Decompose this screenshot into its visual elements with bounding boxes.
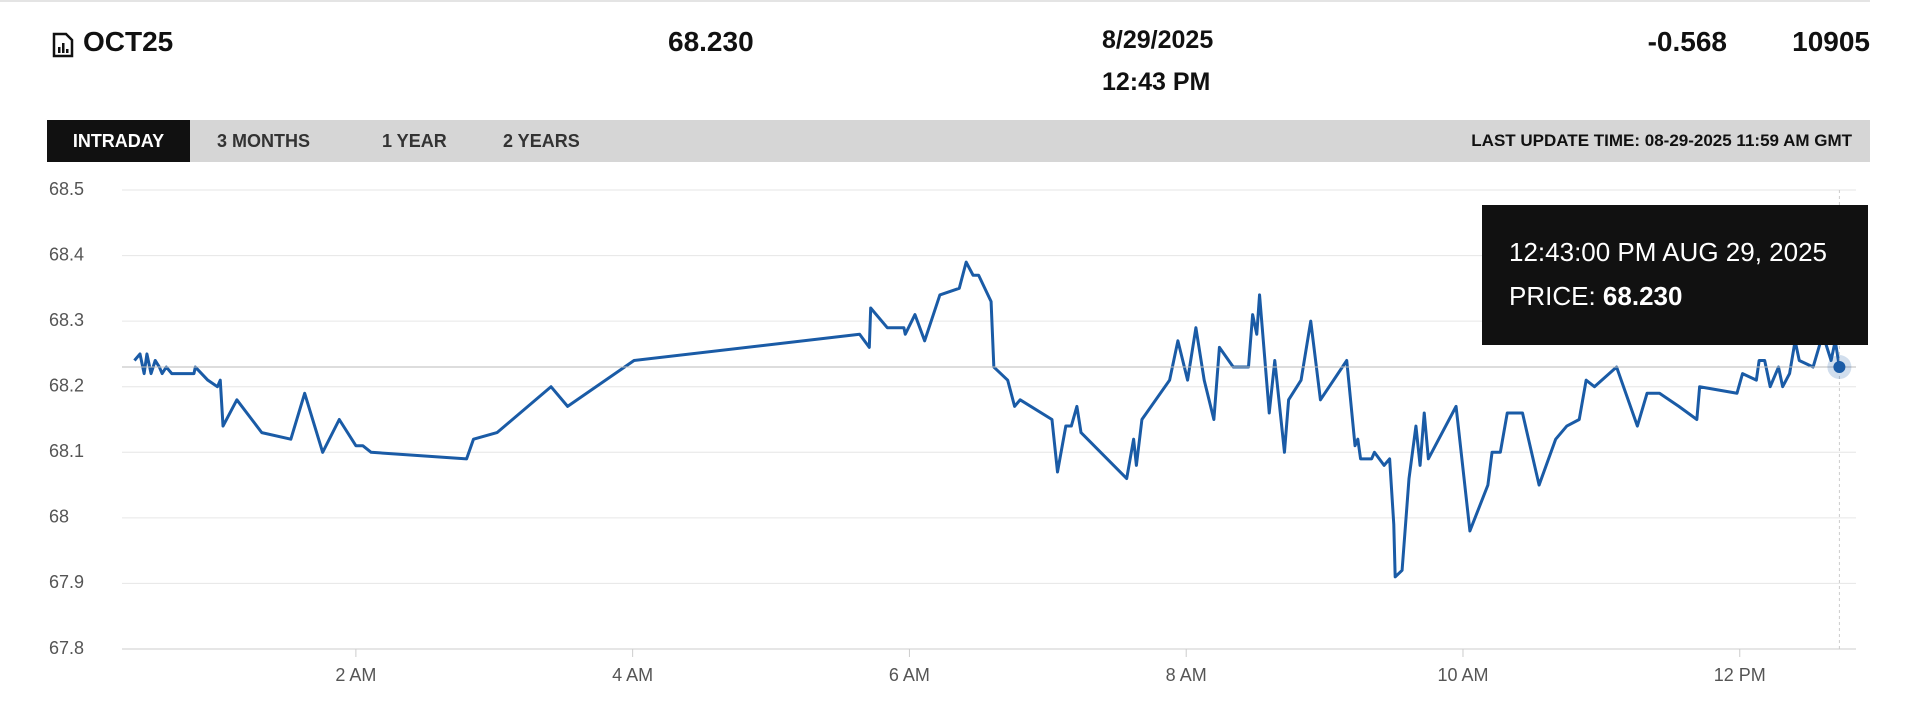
y-tick-label: 67.9 — [49, 572, 84, 592]
tab[interactable]: 2 YEARS — [503, 131, 580, 151]
tab[interactable]: 1 YEAR — [382, 131, 447, 151]
tab[interactable]: INTRADAY — [47, 120, 190, 162]
tooltip: 12:43:00 PM AUG 29, 2025 PRICE: 68.230 — [1482, 205, 1868, 345]
last-price: 68.230 — [668, 26, 754, 57]
tab[interactable]: 3 MONTHS — [217, 131, 311, 151]
y-tick-label: 68.5 — [49, 179, 84, 199]
x-tick-label: 6 AM — [889, 665, 930, 685]
tooltip-price: PRICE: 68.230 — [1509, 281, 1682, 312]
tooltip-label: PRICE: — [1509, 281, 1596, 311]
y-tick-label: 68 — [49, 507, 69, 527]
tab-bar: INTRADAY 3 MONTHS 1 YEAR 2 YEARS LAST UP… — [47, 120, 1870, 162]
time: 12:43 PM — [1102, 68, 1211, 96]
hover-halo — [1827, 355, 1852, 380]
y-tick-label: 68.2 — [49, 375, 84, 395]
top-border — [0, 0, 1870, 2]
volume: 10905 — [1792, 26, 1870, 57]
y-tick-label: 68.4 — [49, 244, 84, 264]
last-update: LAST UPDATE TIME: 08-29-2025 11:59 AM GM… — [1471, 131, 1852, 150]
symbol: OCT25 — [83, 26, 174, 57]
y-tick-label: 68.3 — [49, 310, 84, 330]
x-tick-label: 12 PM — [1714, 665, 1766, 685]
x-tick-label: 10 AM — [1437, 665, 1488, 685]
date: 8/29/2025 — [1102, 26, 1214, 54]
hover-point — [1833, 361, 1846, 374]
tooltip-time: 12:43:00 PM AUG 29, 2025 — [1509, 237, 1827, 267]
x-tick-label: 2 AM — [335, 665, 376, 685]
change: -0.568 — [1647, 26, 1727, 57]
tooltip-value: 68.230 — [1602, 281, 1683, 311]
y-tick-label: 67.8 — [49, 638, 84, 658]
x-tick-label: 4 AM — [612, 665, 653, 685]
y-tick-label: 68.1 — [49, 441, 84, 461]
x-tick-label: 8 AM — [1166, 665, 1207, 685]
symbol-icon — [52, 32, 74, 58]
